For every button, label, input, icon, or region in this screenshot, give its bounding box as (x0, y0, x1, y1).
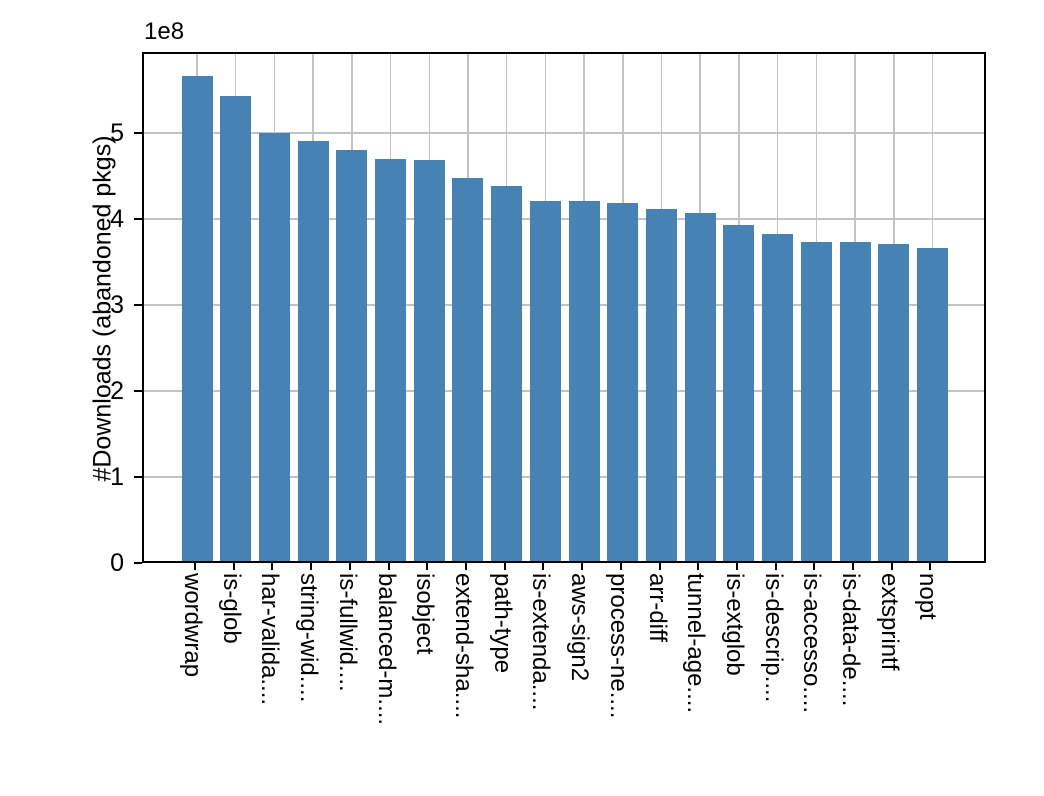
bar (181, 76, 213, 561)
x-tick (542, 563, 545, 570)
x-tick (232, 563, 235, 570)
x-tick-label: is-data-de.... (837, 573, 865, 707)
y-tick (134, 217, 142, 220)
x-tick (890, 563, 893, 570)
x-tick-label: is-extglob (720, 573, 748, 676)
x-tick-label: wordwrap (179, 573, 206, 678)
y-tick (134, 303, 142, 306)
x-tick (464, 563, 467, 570)
x-tick-label: is-descrip.... (759, 573, 787, 703)
x-tick (929, 563, 932, 570)
x-tick (310, 563, 313, 570)
y-tick (134, 389, 142, 392)
bar (878, 243, 910, 561)
bar (916, 248, 948, 561)
x-tick (271, 563, 274, 570)
x-tick (852, 563, 855, 570)
y-tick-label: 5 (110, 118, 124, 147)
y-tick-label: 1 (110, 462, 124, 491)
x-tick (735, 563, 738, 570)
bar (568, 200, 600, 561)
bar (646, 209, 678, 561)
bar (413, 160, 445, 561)
bar (375, 158, 407, 561)
plot-area (142, 52, 986, 563)
y-axis-offset-label: 1e8 (144, 18, 185, 45)
x-tick (581, 563, 584, 570)
x-tick-label: process-ne.... (604, 573, 632, 719)
x-tick (658, 563, 661, 570)
x-tick-label: is-accesso.... (798, 573, 826, 714)
y-tick-label: 3 (110, 290, 124, 319)
x-tick-label: string-wid.... (295, 573, 323, 703)
x-tick-label: aws-sign2 (566, 573, 594, 682)
y-tick-label: 4 (110, 204, 124, 233)
bar (452, 178, 484, 561)
x-tick (348, 563, 351, 570)
bar (336, 150, 368, 561)
bar (723, 224, 755, 561)
x-tick-label: extsprintf (875, 573, 903, 671)
y-gridline (144, 218, 984, 220)
y-gridline (144, 476, 984, 478)
bar (529, 200, 561, 561)
x-tick-label: isobject (411, 573, 439, 655)
y-tick-label: 0 (110, 549, 124, 577)
x-tick (697, 563, 700, 570)
x-tick-label: arr-diff (643, 573, 671, 642)
x-tick (387, 563, 390, 570)
x-tick (426, 563, 429, 570)
x-tick (503, 563, 506, 570)
x-tick-label: balanced-m.... (372, 573, 400, 726)
y-gridline (144, 304, 984, 306)
x-tick-label: is-fullwid.... (333, 573, 361, 692)
bar (297, 140, 329, 561)
bar (607, 202, 639, 561)
bar (762, 234, 794, 561)
y-tick (134, 131, 142, 134)
bar (684, 212, 716, 561)
x-tick-label: path-type (488, 573, 516, 674)
x-tick-label: har-valida.... (256, 573, 284, 706)
x-tick-label: extend-sha.... (449, 573, 477, 719)
x-tick (774, 563, 777, 570)
x-tick (619, 563, 622, 570)
bar (800, 242, 832, 561)
y-gridline (144, 132, 984, 134)
x-tick-label: is-glob (217, 573, 245, 644)
bar (258, 132, 290, 561)
bar (839, 242, 871, 561)
y-tick (134, 562, 142, 564)
y-tick (134, 475, 142, 478)
y-tick-label: 2 (110, 376, 124, 405)
bar (220, 95, 252, 561)
x-tick-label: nopt (914, 573, 942, 620)
x-tick-label: tunnel-age.... (682, 573, 710, 714)
bar (491, 186, 523, 561)
x-tick-label: is-extenda.... (527, 573, 555, 711)
x-tick (813, 563, 816, 570)
y-gridline (144, 390, 984, 392)
x-tick (194, 563, 196, 570)
